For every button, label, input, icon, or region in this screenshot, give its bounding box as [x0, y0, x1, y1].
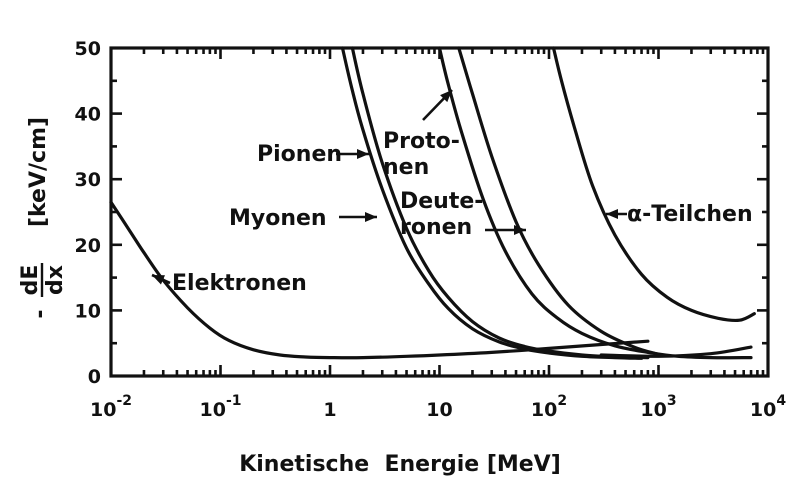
- curves-group: [109, 46, 756, 360]
- y-axis-title: - dE dx [keV/cm]: [18, 117, 68, 319]
- arrowhead-pionen: [357, 149, 369, 159]
- x-tick-label: 10: [426, 399, 452, 421]
- label-alpha: α-Teilchen: [627, 202, 753, 227]
- label-pionen: Pionen: [257, 142, 342, 167]
- arrowhead-protonen: [440, 90, 452, 103]
- label-elektronen: Elektronen: [172, 271, 307, 296]
- x-tick-label: 10-2: [90, 393, 132, 421]
- arrowhead-myonen: [365, 212, 377, 222]
- arrowhead-elektronen: [152, 275, 165, 285]
- x-tick-label: 10-1: [199, 393, 241, 421]
- y-tick-label: 40: [75, 104, 101, 126]
- x-tick-label: 102: [531, 393, 567, 421]
- x-tick-label: 103: [640, 393, 676, 421]
- y-tick-label: 50: [75, 38, 101, 60]
- x-tick-label: 1: [323, 399, 336, 421]
- y-tick-label: 10: [75, 300, 101, 322]
- x-tick-label: 104: [750, 393, 786, 421]
- curve-deuteronen: [457, 46, 661, 356]
- arrowhead-deuteronen: [514, 225, 526, 235]
- y-axis-title-denominator: dx: [43, 265, 68, 295]
- ticks-group: [109, 46, 770, 378]
- y-axis-title-minus: -: [28, 309, 53, 318]
- y-tick-label: 20: [75, 235, 101, 257]
- y-tick-label: 0: [88, 366, 101, 388]
- curve-myonen: [340, 46, 644, 360]
- arrowhead-alpha: [606, 209, 618, 219]
- curve-elektronen-tail: [599, 345, 753, 358]
- curve-teilchen: [551, 46, 756, 323]
- label-myonen: Myonen: [229, 206, 327, 231]
- tick-labels-group: 10-2 10-1 1 10 102 103 104 0 10 20 30 40 50: [75, 38, 787, 421]
- label-protonen: Proto-nen: [383, 129, 460, 180]
- y-tick-label: 30: [75, 169, 101, 191]
- label-deuteronen: Deute-ronen: [400, 189, 483, 240]
- y-axis-title-numerator: dE: [18, 265, 43, 296]
- annotations-group: Elektronen Pionen Myonen Proto-nen Deute-ron…: [151, 89, 753, 296]
- curve-pionen: [350, 46, 650, 360]
- y-axis-title-unit: [keV/cm]: [26, 117, 51, 227]
- x-axis-title: Kinetische Energie [MeV]: [239, 452, 561, 477]
